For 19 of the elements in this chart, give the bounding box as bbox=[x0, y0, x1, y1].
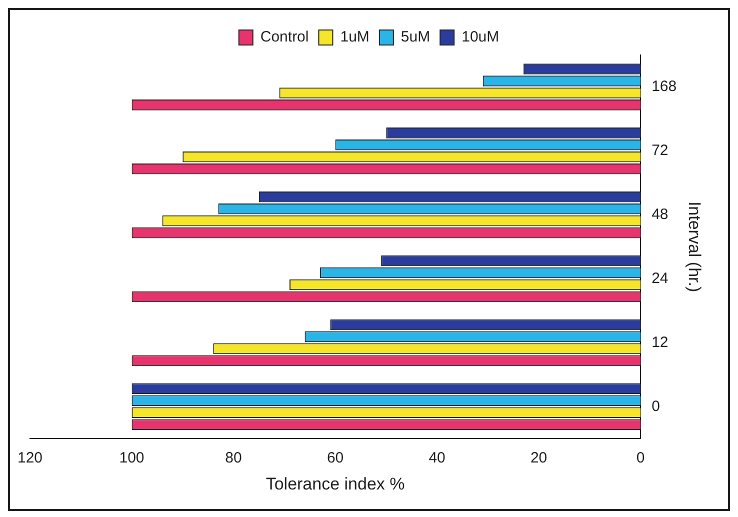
y-tick-label: 12 bbox=[652, 334, 668, 351]
y-tick-label: 168 bbox=[652, 78, 677, 96]
x-tick-label: 20 bbox=[530, 450, 548, 467]
y-tick-label: 0 bbox=[652, 398, 660, 415]
x-tick-label: 80 bbox=[225, 450, 242, 467]
x-tick-label: 120 bbox=[17, 450, 43, 467]
legend-label: 5uM bbox=[400, 28, 430, 46]
x-tick-label: 0 bbox=[636, 450, 645, 467]
y-tick-label: 72 bbox=[652, 142, 668, 160]
legend-label: 1uM bbox=[340, 28, 370, 46]
y-axis-title: Interval (hr.) bbox=[685, 201, 704, 292]
x-tick-label: 100 bbox=[119, 450, 144, 467]
y-tick-label: 24 bbox=[652, 270, 668, 287]
x-tick-label: 60 bbox=[326, 450, 344, 467]
y-tick-label: 48 bbox=[652, 206, 668, 223]
x-axis-title: Tolerance index % bbox=[266, 474, 405, 494]
legend-label: 10uM bbox=[462, 28, 500, 46]
x-tick-label: 40 bbox=[428, 450, 446, 467]
legend-label: Control bbox=[260, 28, 309, 46]
